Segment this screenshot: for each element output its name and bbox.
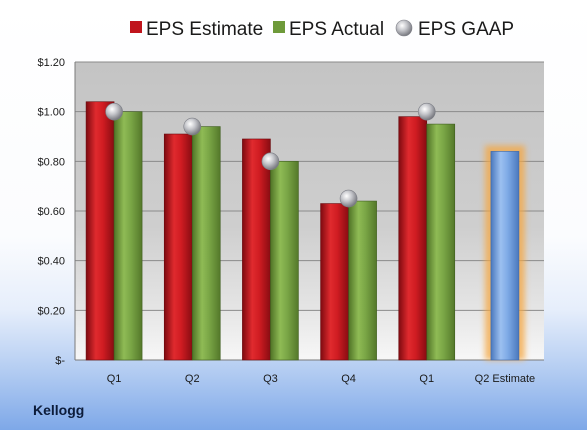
axes — [74, 62, 544, 361]
bar-eps-estimate — [163, 133, 193, 361]
bar-eps-estimate — [242, 138, 271, 361]
bar-eps-estimate — [85, 101, 115, 361]
legend-swatch-eps-actual — [273, 21, 285, 33]
bar-eps-actual — [113, 111, 143, 361]
company-label: Kellogg — [33, 402, 85, 418]
y-tick-labels: $1.20 $1.00 $0.80 $0.60 $0.40 $0.20 $- — [37, 57, 65, 367]
x-tick-label: Q1 — [419, 373, 434, 385]
bar-eps-estimate — [320, 203, 349, 361]
marker-eps-gaap — [417, 102, 436, 121]
x-tick-label: Q3 — [263, 373, 278, 385]
bar-eps-actual — [348, 200, 377, 361]
marker-eps-gaap — [261, 152, 280, 171]
legend-label-eps-actual: EPS Actual — [289, 19, 384, 40]
bar-eps-actual — [426, 123, 456, 361]
legend-marker-eps-gaap — [395, 19, 413, 37]
x-tick-label: Q1 — [107, 373, 122, 385]
bar-q2-estimate — [490, 151, 520, 361]
x-tick-label: Q4 — [341, 373, 356, 385]
y-tick-label: $- — [55, 355, 65, 367]
marker-eps-gaap — [183, 117, 202, 136]
legend-item-eps-gaap: EPS GAAP — [395, 19, 514, 40]
bars — [85, 101, 456, 361]
y-tick-label: $0.60 — [37, 206, 65, 218]
y-tick-label: $1.00 — [37, 107, 65, 119]
legend-label-eps-estimate: EPS Estimate — [146, 19, 263, 40]
legend-item-eps-actual: EPS Actual — [273, 19, 384, 40]
legend-item-eps-estimate: EPS Estimate — [130, 19, 263, 40]
x-tick-labels: Q1 Q2 Q3 Q4 Q1 Q2 Estimate — [107, 373, 535, 385]
y-tick-label: $0.20 — [37, 305, 65, 317]
legend-swatch-eps-estimate — [130, 21, 142, 33]
estimate-layer — [484, 145, 525, 361]
y-tick-label: $1.20 — [37, 57, 65, 69]
legend: EPS Estimate EPS Actual EPS GAAP — [130, 19, 514, 40]
y-tick-label: $0.40 — [37, 256, 65, 268]
gaap-markers — [105, 102, 436, 208]
x-tick-label: Q2 Estimate — [475, 373, 536, 385]
legend-label-eps-gaap: EPS GAAP — [418, 19, 514, 40]
marker-eps-gaap — [339, 189, 358, 208]
x-tick-label: Q2 — [185, 373, 200, 385]
bar-eps-estimate — [398, 116, 428, 361]
y-tick-label: $0.80 — [37, 156, 65, 168]
bar-eps-actual — [191, 126, 221, 361]
marker-eps-gaap — [105, 102, 123, 121]
bar-eps-actual — [270, 161, 299, 361]
